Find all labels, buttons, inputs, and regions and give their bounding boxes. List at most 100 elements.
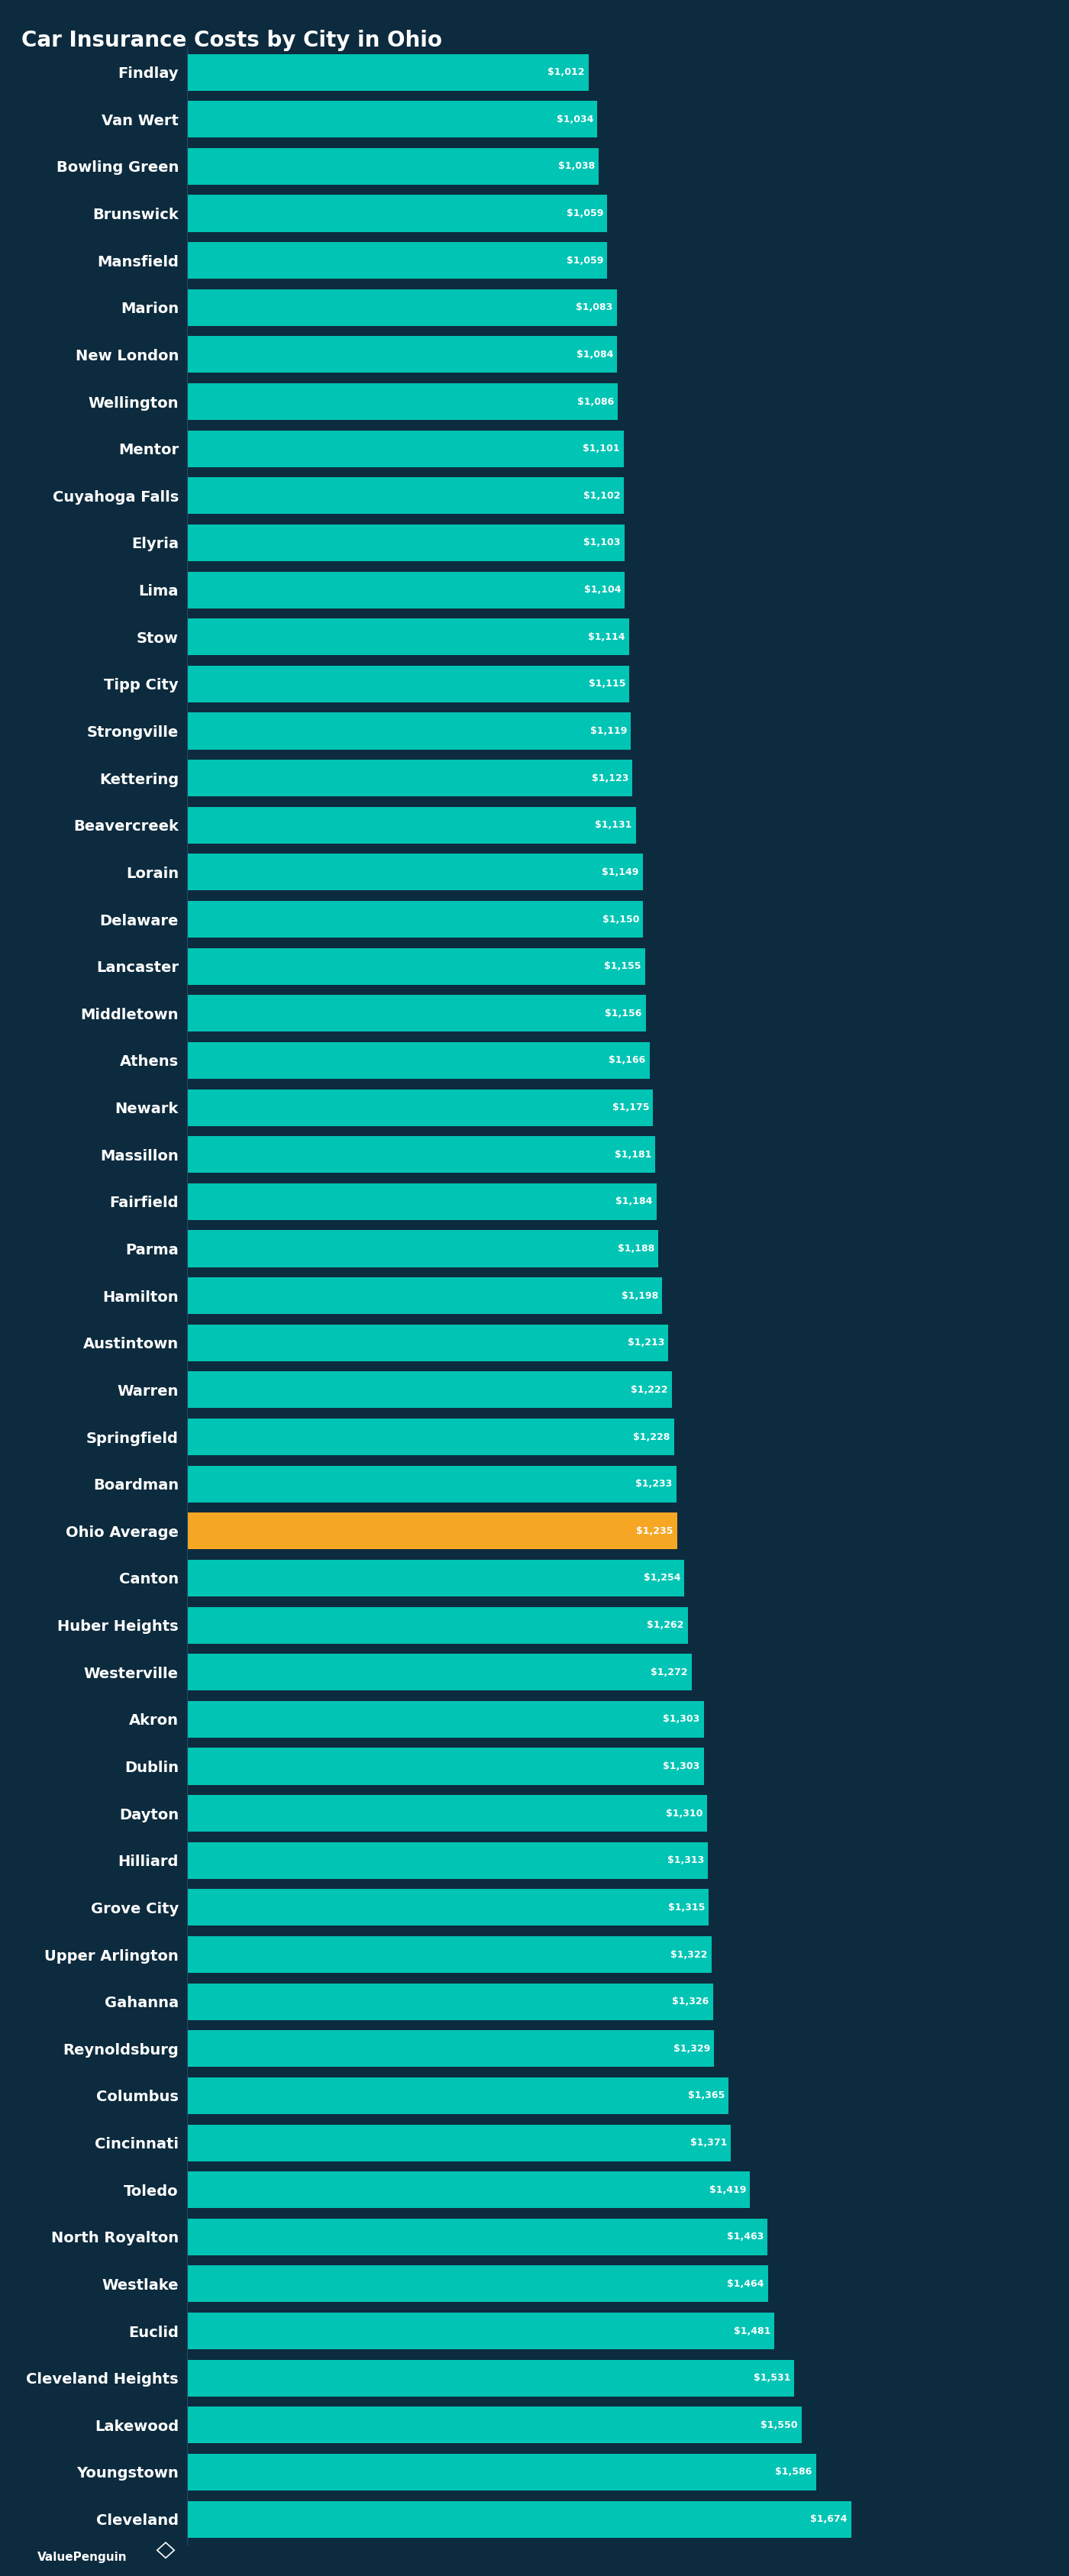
Bar (187, 1370, 671, 1409)
Text: $1,198: $1,198 (621, 1291, 659, 1301)
Bar (187, 526, 624, 562)
Bar (187, 1888, 709, 1927)
Text: $1,463: $1,463 (727, 2231, 763, 2241)
Bar (187, 147, 599, 185)
Bar (187, 2076, 728, 2115)
Text: $1,222: $1,222 (631, 1386, 668, 1394)
Bar (187, 1090, 653, 1126)
Text: $1,086: $1,086 (577, 397, 614, 407)
Text: $1,272: $1,272 (651, 1667, 687, 1677)
Text: $1,175: $1,175 (613, 1103, 649, 1113)
Text: $1,419: $1,419 (709, 2184, 746, 2195)
Text: $1,184: $1,184 (616, 1198, 653, 1206)
Bar (187, 1654, 692, 1690)
Text: $1,315: $1,315 (668, 1904, 704, 1911)
Bar (187, 100, 598, 137)
Text: $1,131: $1,131 (594, 819, 632, 829)
Text: $1,084: $1,084 (576, 350, 614, 361)
Text: $1,059: $1,059 (567, 255, 603, 265)
Bar (187, 2360, 794, 2396)
Text: $1,365: $1,365 (687, 2092, 725, 2099)
Text: $1,188: $1,188 (618, 1244, 654, 1255)
Bar (187, 477, 624, 515)
Text: $1,235: $1,235 (636, 1525, 673, 1535)
Bar (187, 618, 629, 654)
Text: $1,114: $1,114 (588, 631, 625, 641)
Bar (187, 994, 646, 1033)
Bar (187, 1700, 703, 1739)
Text: $1,310: $1,310 (666, 1808, 702, 1819)
Bar (187, 806, 636, 842)
Text: $1,586: $1,586 (775, 2468, 812, 2478)
Bar (187, 384, 618, 420)
Text: $1,083: $1,083 (576, 301, 613, 312)
Bar (187, 337, 617, 374)
Bar (187, 2455, 816, 2491)
Bar (187, 902, 644, 938)
Bar (187, 1749, 703, 1785)
Text: $1,254: $1,254 (644, 1574, 681, 1584)
Text: $1,034: $1,034 (556, 113, 593, 124)
Bar (187, 2313, 775, 2349)
Bar (187, 760, 633, 796)
Text: $1,481: $1,481 (733, 2326, 771, 2336)
Text: $1,303: $1,303 (663, 1762, 700, 1772)
Bar (187, 1937, 712, 1973)
Bar (187, 948, 646, 984)
Bar (187, 1136, 655, 1172)
Text: $1,102: $1,102 (584, 492, 620, 500)
Text: $1,166: $1,166 (608, 1056, 646, 1066)
Text: $1,101: $1,101 (583, 443, 620, 453)
Bar (187, 572, 625, 608)
Text: $1,322: $1,322 (670, 1950, 708, 1960)
Text: $1,228: $1,228 (633, 1432, 670, 1443)
Bar (187, 2501, 851, 2537)
Text: $1,038: $1,038 (558, 162, 594, 173)
Text: $1,149: $1,149 (602, 868, 639, 878)
Bar (187, 1558, 684, 1597)
Bar (187, 196, 607, 232)
Bar (187, 665, 630, 703)
Bar (187, 714, 631, 750)
Text: $1,213: $1,213 (628, 1337, 664, 1347)
Bar (187, 1182, 656, 1221)
Text: $1,531: $1,531 (754, 2372, 790, 2383)
Text: $1,181: $1,181 (615, 1149, 652, 1159)
Bar (187, 2406, 802, 2445)
Bar (187, 430, 624, 466)
Text: $1,155: $1,155 (604, 961, 641, 971)
Text: $1,326: $1,326 (672, 1996, 709, 2007)
Bar (187, 289, 617, 327)
Bar (187, 1842, 708, 1878)
Text: $1,123: $1,123 (591, 773, 629, 783)
Text: $1,156: $1,156 (605, 1007, 641, 1018)
Text: $1,329: $1,329 (673, 2043, 710, 2053)
Bar (187, 1419, 675, 1455)
Bar (187, 54, 589, 90)
Bar (187, 1607, 687, 1643)
Text: $1,233: $1,233 (635, 1479, 672, 1489)
Text: $1,674: $1,674 (810, 2514, 847, 2524)
Text: $1,262: $1,262 (647, 1620, 684, 1631)
Text: ValuePenguin: ValuePenguin (37, 2553, 127, 2563)
Text: $1,550: $1,550 (761, 2419, 797, 2429)
Bar (187, 1278, 663, 1314)
Bar (187, 1231, 659, 1267)
Text: $1,103: $1,103 (584, 538, 621, 549)
Bar (187, 1984, 713, 2020)
Text: $1,150: $1,150 (602, 914, 639, 925)
Bar (187, 2218, 768, 2254)
Text: $1,115: $1,115 (588, 680, 625, 688)
Bar (187, 242, 607, 278)
Bar (187, 2264, 768, 2303)
Text: $1,303: $1,303 (663, 1713, 700, 1723)
Bar (187, 853, 642, 891)
Text: $1,012: $1,012 (547, 67, 585, 77)
Bar (187, 1795, 707, 1832)
Text: $1,119: $1,119 (590, 726, 626, 737)
Text: $1,313: $1,313 (667, 1855, 703, 1865)
Bar (187, 2172, 750, 2208)
Bar (187, 2125, 731, 2161)
Text: $1,371: $1,371 (690, 2138, 727, 2148)
Text: $1,104: $1,104 (584, 585, 621, 595)
